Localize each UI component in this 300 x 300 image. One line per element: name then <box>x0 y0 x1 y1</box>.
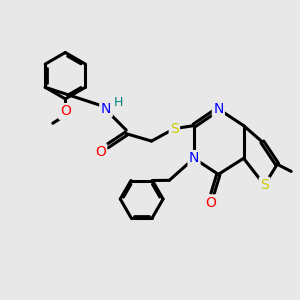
Text: H: H <box>114 96 123 109</box>
Text: N: N <box>189 151 199 165</box>
Text: O: O <box>206 196 216 210</box>
Text: O: O <box>95 145 106 159</box>
Text: O: O <box>60 104 71 118</box>
Text: O: O <box>206 196 216 210</box>
Text: N: N <box>213 102 224 116</box>
Text: O: O <box>95 145 106 159</box>
Text: N: N <box>101 102 111 116</box>
Text: S: S <box>260 178 269 192</box>
Text: N: N <box>101 102 111 116</box>
Text: O: O <box>60 104 71 118</box>
Text: H: H <box>114 96 123 109</box>
Text: S: S <box>170 122 179 136</box>
